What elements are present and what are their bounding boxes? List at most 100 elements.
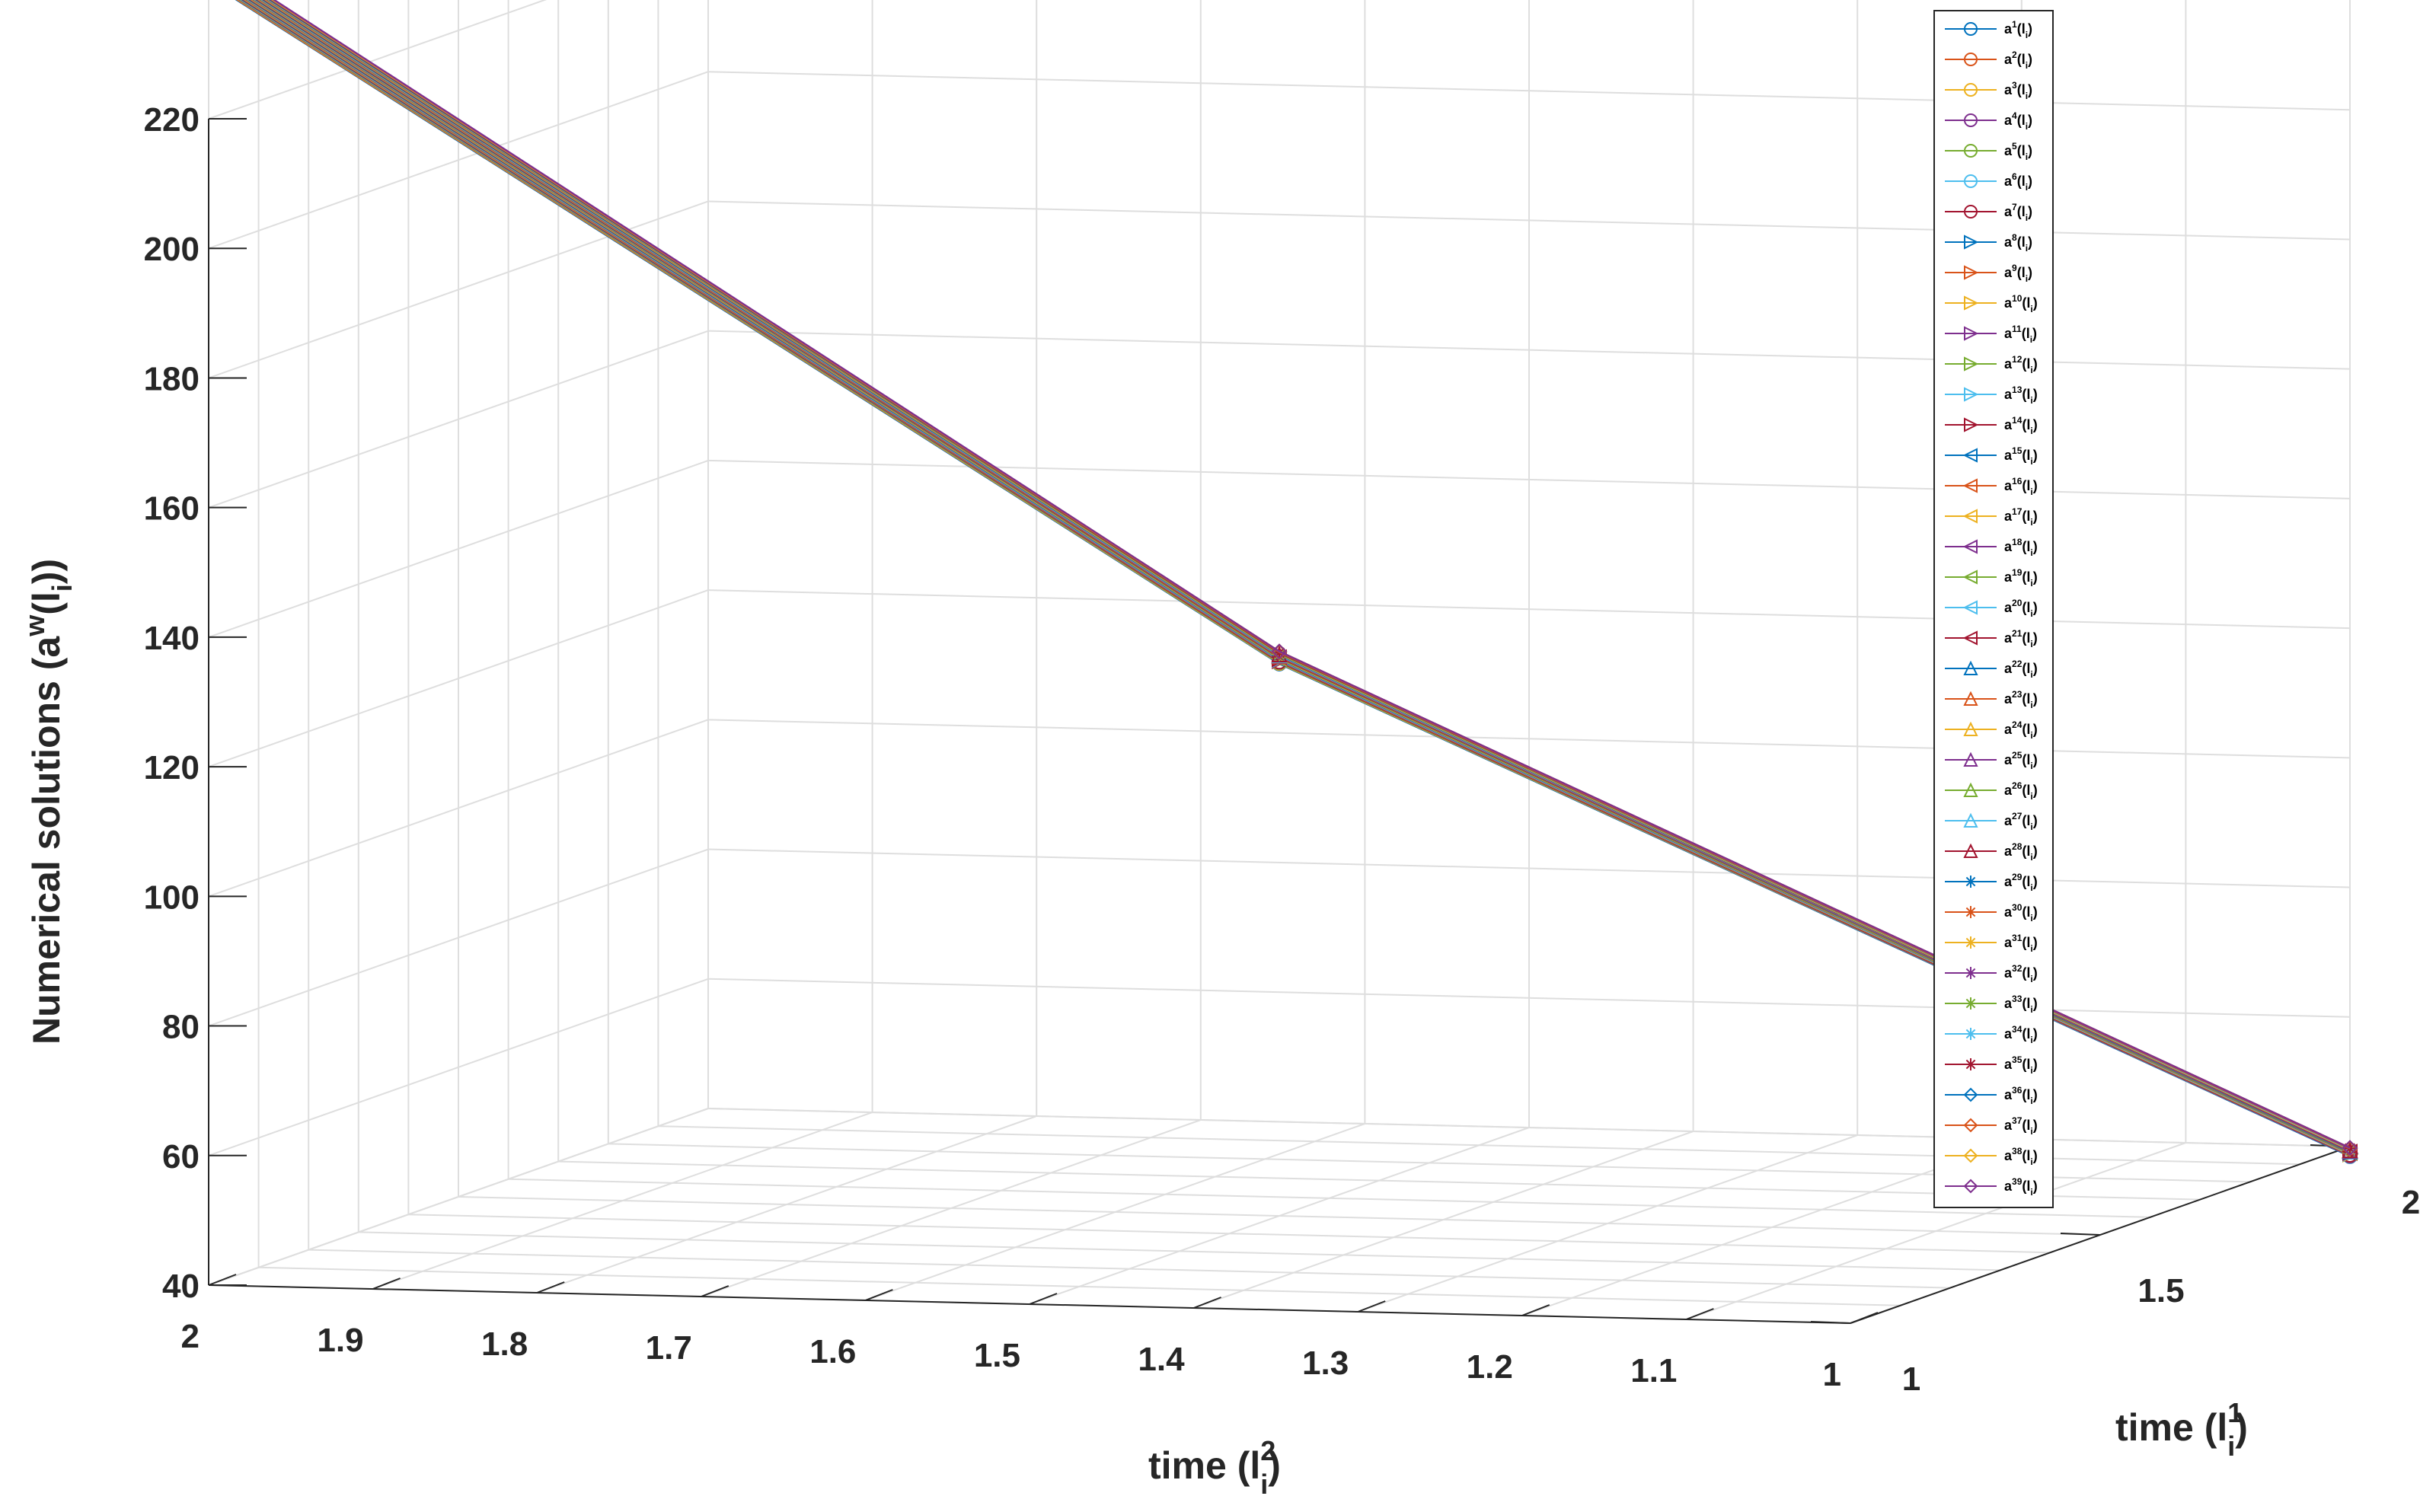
z-tick-label: 140: [144, 620, 200, 657]
grid-backwall-z: [208, 71, 709, 250]
y-axis-label-end: ): [2235, 1406, 2248, 1449]
legend-swatch-marker: [1963, 721, 1978, 736]
legend-swatch-marker: [1964, 22, 1978, 36]
y-axis-label-sub: i: [2227, 1431, 2235, 1462]
legend-label: a23(li): [2004, 689, 2038, 710]
legend-item: a9(li): [1945, 263, 2032, 284]
legend-item: a12(li): [1945, 354, 2038, 375]
legend-item: a39(li): [1945, 1176, 2038, 1198]
grid-sidewall-z: [707, 719, 2351, 759]
legend-swatch-marker: [1963, 751, 1978, 767]
legend-label: a24(li): [2004, 719, 2038, 741]
legend-item: a13(li): [1945, 384, 2038, 406]
legend-swatch-marker: [1964, 205, 1978, 219]
legend-label: a7(li): [2004, 202, 2032, 223]
legend-swatch-marker: [1962, 509, 1978, 524]
legend-label: a10(li): [2004, 293, 2038, 314]
legend-label: a36(li): [2004, 1085, 2038, 1106]
legend-label: a14(li): [2004, 415, 2038, 436]
legend-swatch-marker: [1964, 53, 1978, 66]
legend-item: a6(li): [1945, 171, 2032, 193]
legend-label: a9(li): [2004, 263, 2032, 284]
legend-label: a20(li): [2004, 598, 2038, 619]
legend-item: a4(li): [1945, 110, 2032, 132]
legend-label: a12(li): [2004, 354, 2038, 375]
x-axis-label-sup: 2: [1260, 1435, 1275, 1466]
grid-backwall-z: [208, 0, 548, 120]
legend-swatch-marker: [1964, 174, 1978, 188]
legend-item: a31(li): [1945, 933, 2038, 954]
legend-swatch-marker: [1963, 1179, 1978, 1194]
legend-swatch-marker: [1964, 144, 1978, 158]
legend-label: a33(li): [2004, 994, 2038, 1015]
legend-item: a26(li): [1945, 780, 2038, 802]
legend-label: a5(li): [2004, 141, 2032, 162]
legend-label: a25(li): [2004, 750, 2038, 771]
grid-backwall-z: [208, 330, 709, 509]
legend-label: a22(li): [2004, 659, 2038, 680]
legend-swatch-marker: [1965, 876, 1977, 888]
legend-label: a16(li): [2004, 476, 2038, 497]
legend-item: a36(li): [1945, 1085, 2038, 1106]
legend-label: a27(li): [2004, 811, 2038, 832]
grid-sidewall-z: [707, 1108, 2351, 1147]
legend-item: a37(li): [1945, 1115, 2038, 1137]
y-axis-label: time (l1 i): [2115, 1397, 2248, 1462]
z-tick-label: 40: [162, 1268, 200, 1305]
legend-swatch-marker: [1962, 569, 1978, 585]
z-axis-label-mid: (l: [25, 592, 68, 615]
legend-item: a23(li): [1945, 689, 2038, 710]
grid-sidewall-z: [707, 330, 2351, 370]
legend-label: a21(li): [2004, 628, 2038, 649]
x-tick-label: 1.1: [1630, 1352, 1677, 1389]
legend-swatch-marker: [1962, 630, 1978, 646]
y-tick-label: 2: [2402, 1184, 2420, 1221]
legend-item: a7(li): [1945, 202, 2032, 223]
grid-floor-y: [458, 1196, 2101, 1236]
z-tick-label: 100: [144, 879, 200, 916]
legend-item: a25(li): [1945, 750, 2038, 771]
legend-swatch-marker: [1965, 1058, 1977, 1070]
legend-item: a32(li): [1945, 963, 2038, 984]
grid-sidewall-z: [707, 848, 2351, 888]
legend-item: a29(li): [1945, 872, 2038, 893]
legend-swatch-marker: [1964, 295, 1979, 311]
grid-backwall-z: [208, 978, 709, 1156]
legend-item: a11(li): [1945, 324, 2037, 345]
x-axis-label-main: time (l: [1148, 1444, 1260, 1487]
x-tick-mark: [1521, 1304, 1550, 1316]
legend-item: a33(li): [1945, 994, 2038, 1015]
legend-label: a15(li): [2004, 445, 2038, 467]
x-tick-label: 1.9: [317, 1322, 363, 1359]
legend-swatch-marker: [1964, 113, 1978, 127]
legend-label: a11(li): [2004, 324, 2037, 345]
legend-item: a30(li): [1945, 902, 2038, 923]
legend-item: a2(li): [1945, 49, 2032, 71]
legend-label: a19(li): [2004, 567, 2038, 589]
x-axis-label-sub: i: [1260, 1469, 1268, 1500]
data-point-39: [1271, 643, 1288, 660]
legend-swatch-marker: [1964, 83, 1978, 97]
legend-swatch-marker: [1964, 387, 1979, 402]
legend-label: a8(li): [2004, 232, 2032, 254]
x-axis-label-end: ): [1268, 1444, 1281, 1487]
legend-swatch-marker: [1964, 234, 1979, 250]
x-tick-mark: [208, 1274, 237, 1286]
legend-item: a3(li): [1945, 80, 2032, 101]
legend-swatch-marker: [1963, 1087, 1978, 1102]
grid-sidewall-z: [707, 978, 2351, 1018]
legend-label: a2(li): [2004, 49, 2032, 71]
z-axis-label-sup: w: [19, 614, 50, 637]
legend-label: a30(li): [2004, 902, 2038, 923]
z-axis-label-sub: i: [46, 584, 78, 592]
grid-backwall-z: [208, 719, 709, 898]
y-tick-label: 1: [1902, 1360, 1920, 1398]
x-tick-mark: [536, 1281, 565, 1293]
legend-item: a15(li): [1945, 445, 2038, 467]
legend-item: a22(li): [1945, 659, 2038, 680]
grid-floor-y: [508, 1178, 2150, 1218]
x-tick-label: 1.6: [809, 1333, 856, 1370]
z-tick-label: 80: [162, 1009, 200, 1046]
legend-label: a18(li): [2004, 537, 2038, 558]
